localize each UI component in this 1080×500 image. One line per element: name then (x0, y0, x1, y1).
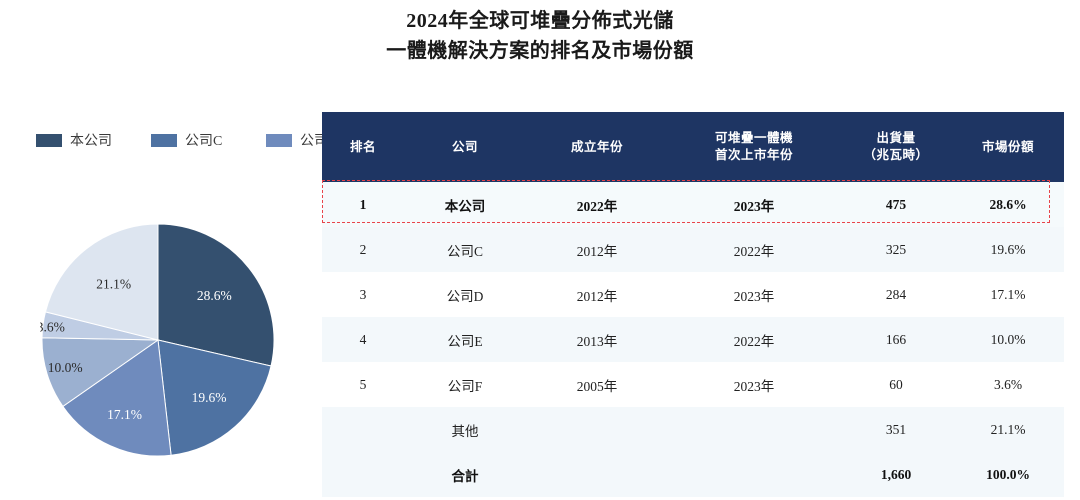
header-line-1: 出貨量 (876, 131, 916, 146)
cell-launch: 2023年 (668, 362, 840, 407)
cell-shipment: 475 (840, 182, 952, 227)
header-line-1: 成立年份 (570, 139, 623, 154)
cell-founded: 2012年 (526, 272, 668, 317)
cell-company: 合計 (404, 452, 526, 497)
cell-founded (526, 407, 668, 452)
cell-company: 公司F (404, 362, 526, 407)
legend-label: 本公司 (70, 134, 112, 149)
table-body: 1 本公司 2022年 2023年 475 28.6% 2 公司C 2012年 2022年 325 1… (322, 182, 1064, 497)
pie-slice-其他 (44, 223, 159, 341)
pie-chart-svg: 28.6% 19.6% 17.1% 10.0% 3.6% 21.1% (40, 223, 275, 457)
pie-slice-label: 21.1% (96, 276, 131, 291)
table-header-cell-0: 排名 (322, 112, 404, 182)
table-head: 排名 公司 成立年份 可堆疊一體機 首次上市年份 出貨量 （兆瓦時） 市場份額 (322, 112, 1064, 182)
legend-label: 公司C (185, 134, 223, 149)
cell-company: 其他 (404, 407, 526, 452)
cell-share: 3.6% (952, 362, 1064, 407)
header-line-1: 排名 (349, 139, 376, 154)
cell-founded: 2022年 (526, 182, 668, 227)
pie-slice-本公司 (157, 223, 275, 367)
cell-shipment: 351 (840, 407, 952, 452)
cell-share: 10.0% (952, 317, 1064, 362)
cell-company: 本公司 (404, 182, 526, 227)
cell-rank: 3 (322, 272, 404, 317)
header-line-1: 公司 (451, 139, 478, 154)
legend-swatch-icon (36, 133, 62, 147)
cell-shipment: 284 (840, 272, 952, 317)
table-row[interactable]: 1 本公司 2022年 2023年 475 28.6% (322, 182, 1064, 227)
cell-share: 19.6% (952, 227, 1064, 272)
cell-share: 28.6% (952, 182, 1064, 227)
cell-share: 17.1% (952, 272, 1064, 317)
pie-slice-公司D (62, 339, 172, 457)
table-row[interactable]: 合計 1,660 100.0% (322, 452, 1064, 497)
table-row[interactable]: 4 公司E 2013年 2022年 166 10.0% (322, 317, 1064, 362)
cell-company: 公司E (404, 317, 526, 362)
table-row[interactable]: 其他 351 21.1% (322, 407, 1064, 452)
cell-launch: 2023年 (668, 182, 840, 227)
pie-slice-label: 19.6% (192, 390, 227, 405)
cell-company: 公司C (404, 227, 526, 272)
table-header-cell-1: 公司 (404, 112, 526, 182)
pie-slice-label: 10.0% (48, 360, 83, 375)
table-header-cell-2: 成立年份 (526, 112, 668, 182)
header-line-1: 市場份額 (981, 139, 1034, 154)
header-line-1: 可堆疊一體機 (714, 131, 793, 146)
table-header-cell-3: 可堆疊一體機 首次上市年份 (668, 112, 840, 182)
cell-rank (322, 407, 404, 452)
cell-founded: 2005年 (526, 362, 668, 407)
ranking-table: 排名 公司 成立年份 可堆疊一體機 首次上市年份 出貨量 （兆瓦時） 市場份額 1 本公司 202… (322, 112, 1064, 497)
table-row[interactable]: 5 公司F 2005年 2023年 60 3.6% (322, 362, 1064, 407)
legend-swatch-icon (266, 133, 292, 147)
table-header-cell-4: 出貨量 （兆瓦時） (840, 112, 952, 182)
cell-shipment: 325 (840, 227, 952, 272)
cell-launch: 2022年 (668, 227, 840, 272)
cell-shipment: 166 (840, 317, 952, 362)
pie-slice-label: 3.6% (40, 320, 65, 335)
pie-slice-label: 28.6% (197, 288, 232, 303)
cell-rank (322, 452, 404, 497)
table-row[interactable]: 2 公司C 2012年 2022年 325 19.6% (322, 227, 1064, 272)
title-line-2: 一體機解決方案的排名及市場份額 (386, 40, 694, 62)
chart-title: 2024年全球可堆疊分佈式光儲 一體機解決方案的排名及市場份額 (300, 6, 780, 66)
cell-share: 100.0% (952, 452, 1064, 497)
header-line-2: （兆瓦時） (863, 148, 929, 162)
cell-shipment: 1,660 (840, 452, 952, 497)
cell-company: 公司D (404, 272, 526, 317)
pie-slice-公司E (41, 337, 160, 408)
pie-legend: 本公司公司C公司D公司E公司F其他 (36, 128, 540, 152)
legend-item-1: 公司C (151, 128, 266, 152)
pie-chart: 28.6% 19.6% 17.1% 10.0% 3.6% 21.1% (40, 222, 276, 458)
header-line-2: 首次上市年份 (714, 148, 793, 162)
cell-rank: 2 (322, 227, 404, 272)
table-header-row: 排名 公司 成立年份 可堆疊一體機 首次上市年份 出貨量 （兆瓦時） 市場份額 (322, 112, 1064, 182)
cell-launch: 2023年 (668, 272, 840, 317)
ranking-table-container: 排名 公司 成立年份 可堆疊一體機 首次上市年份 出貨量 （兆瓦時） 市場份額 1 本公司 202… (322, 112, 1064, 497)
cell-share: 21.1% (952, 407, 1064, 452)
legend-item-0: 本公司 (36, 128, 151, 152)
cell-founded (526, 452, 668, 497)
cell-rank: 1 (322, 182, 404, 227)
cell-shipment: 60 (840, 362, 952, 407)
cell-rank: 5 (322, 362, 404, 407)
table-header-cell-5: 市場份額 (952, 112, 1064, 182)
cell-rank: 4 (322, 317, 404, 362)
cell-launch (668, 407, 840, 452)
cell-founded: 2012年 (526, 227, 668, 272)
legend-swatch-icon (151, 133, 177, 147)
pie-slice-公司C (157, 339, 272, 456)
title-line-1: 2024年全球可堆疊分佈式光儲 (406, 10, 674, 32)
cell-launch (668, 452, 840, 497)
cell-founded: 2013年 (526, 317, 668, 362)
pie-slice-label: 17.1% (107, 407, 142, 422)
table-row[interactable]: 3 公司D 2012年 2023年 284 17.1% (322, 272, 1064, 317)
cell-launch: 2022年 (668, 317, 840, 362)
